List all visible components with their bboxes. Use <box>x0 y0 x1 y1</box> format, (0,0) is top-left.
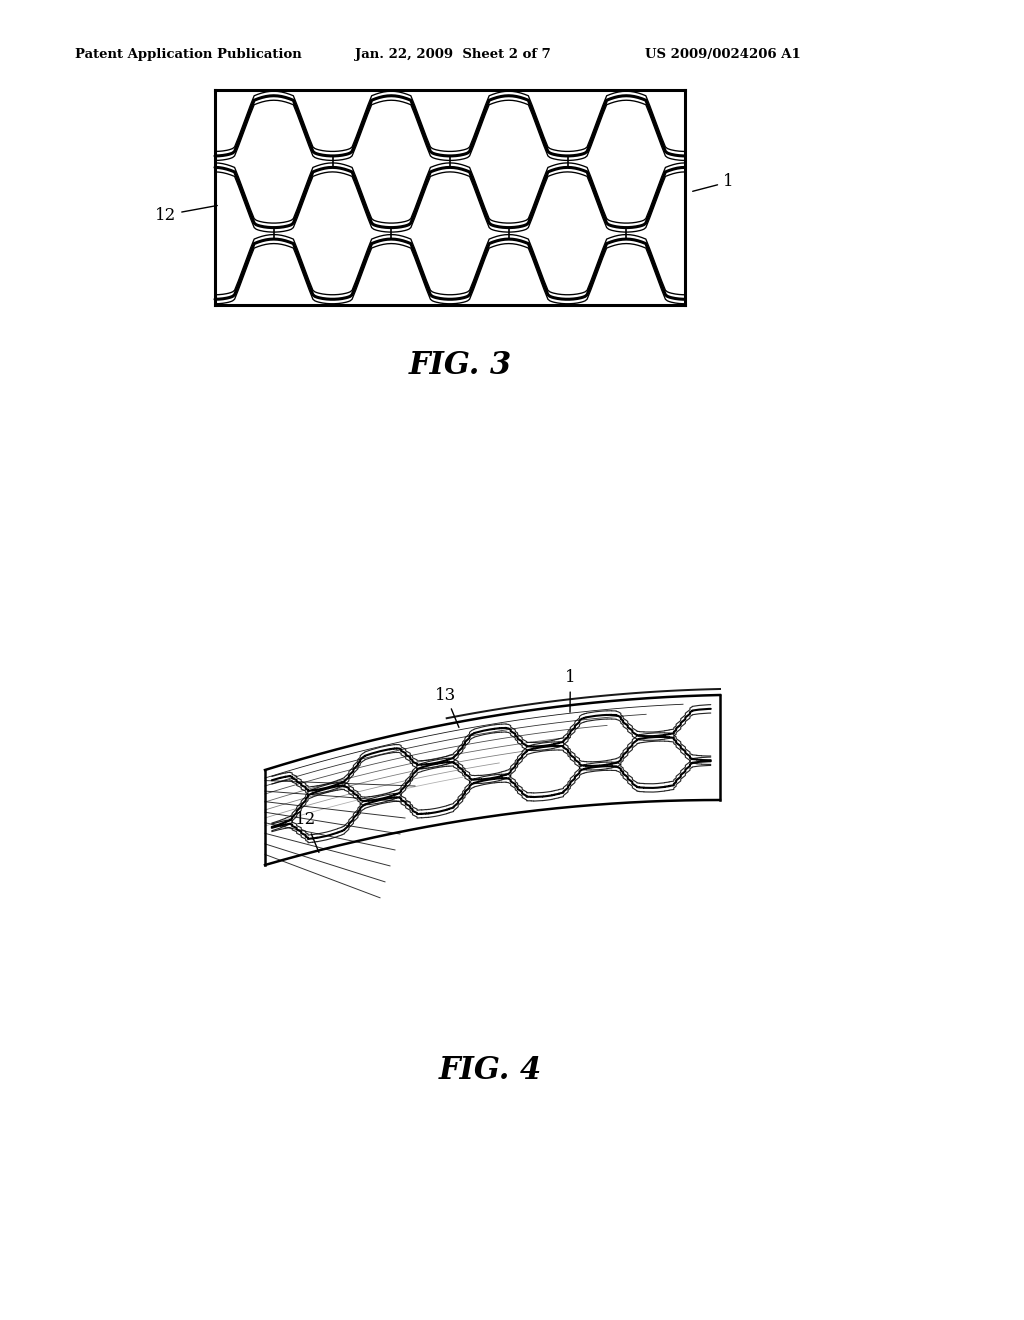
Text: FIG. 3: FIG. 3 <box>409 350 512 381</box>
Text: Patent Application Publication: Patent Application Publication <box>75 48 302 61</box>
Text: Jan. 22, 2009  Sheet 2 of 7: Jan. 22, 2009 Sheet 2 of 7 <box>355 48 551 61</box>
Text: US 2009/0024206 A1: US 2009/0024206 A1 <box>645 48 801 61</box>
Text: FIG. 4: FIG. 4 <box>438 1055 542 1086</box>
Text: 1: 1 <box>692 173 733 191</box>
Text: 12: 12 <box>155 206 217 223</box>
Text: 1: 1 <box>565 669 575 713</box>
Text: 12: 12 <box>295 812 318 853</box>
Text: 13: 13 <box>435 686 459 727</box>
